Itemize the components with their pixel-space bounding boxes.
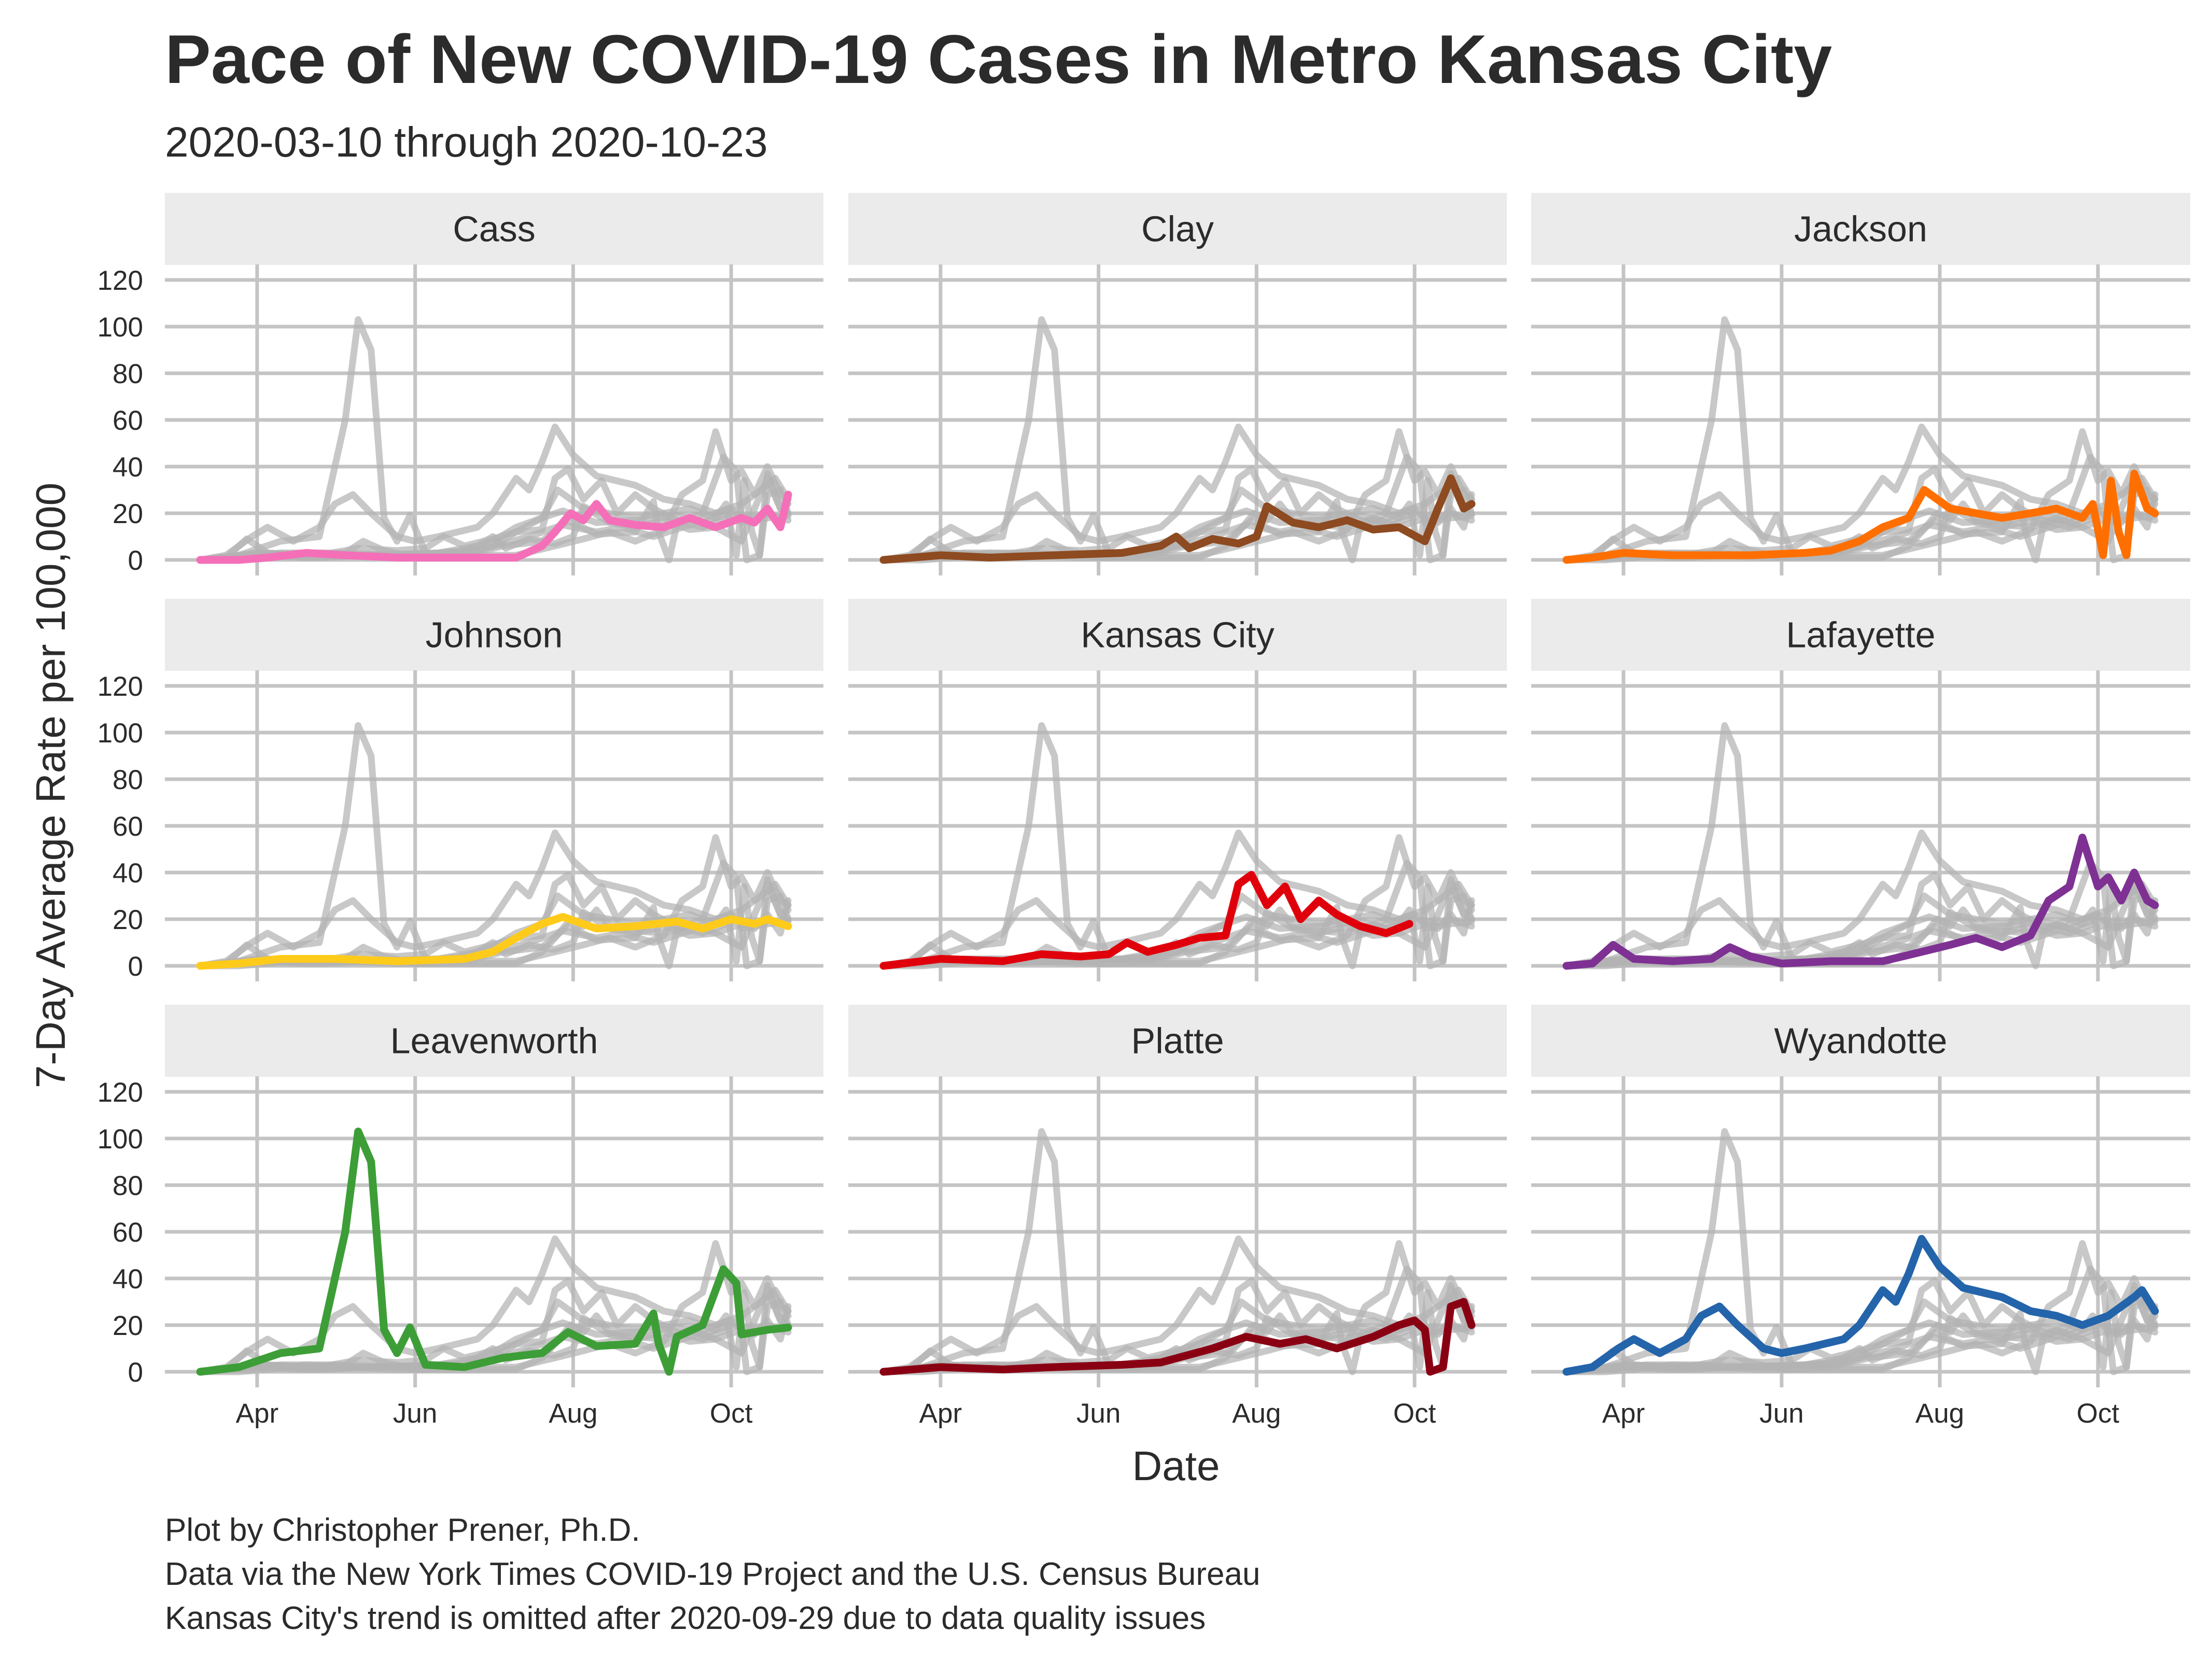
background-series-wyandotte: [880, 830, 1475, 969]
series-line-johnson: [196, 913, 792, 970]
x-tick-label: Oct: [2077, 1398, 2120, 1429]
series-line-kansas-city: [879, 871, 1413, 970]
x-tick-label: Jun: [1759, 1398, 1803, 1429]
x-tick-label: Oct: [1393, 1398, 1436, 1429]
facet-kansas-city: Kansas City: [848, 599, 1507, 981]
facet-label-leavenworth: Leavenworth: [390, 1021, 598, 1061]
caption-line-1: Plot by Christopher Prener, Ph.D.: [165, 1512, 640, 1548]
facet-platte: Platte Apr Jun Aug Oct: [848, 1005, 1507, 1429]
x-tick-label: Aug: [549, 1398, 597, 1429]
y-tick-label: 40: [113, 1264, 143, 1295]
series-line-leavenworth: [196, 1128, 792, 1376]
x-tick-label: Apr: [919, 1398, 962, 1429]
facet-panels: Cass 0 20 40 60 80 100 120 Clay Jackson Johnson 0 20…: [97, 193, 2190, 1429]
x-tick-label: Aug: [1232, 1398, 1281, 1429]
background-series-leavenworth: [880, 1128, 1475, 1375]
series-line-platte: [879, 1298, 1476, 1376]
chart-title: Pace of New COVID-19 Cases in Metro Kans…: [165, 21, 1832, 98]
background-series-leavenworth: [880, 722, 1475, 969]
facet-strip-johnson: [165, 599, 823, 671]
facet-label-platte: Platte: [1131, 1021, 1224, 1061]
x-tick-label: Aug: [1915, 1398, 1964, 1429]
y-tick-label: 0: [128, 951, 143, 982]
y-tick-label: 80: [113, 1171, 143, 1201]
series-line-clay: [879, 474, 1476, 564]
facet-strip-leavenworth: [165, 1005, 823, 1077]
y-tick-label: 60: [113, 811, 143, 842]
background-series-leavenworth: [197, 722, 792, 969]
y-tick-label: 100: [97, 1124, 143, 1155]
background-series-leavenworth: [1563, 722, 2159, 969]
y-tick-label: 120: [97, 671, 143, 702]
y-tick-label: 0: [128, 545, 143, 576]
background-series-wyandotte: [197, 424, 792, 564]
facet-label-clay: Clay: [1141, 209, 1214, 249]
y-tick-label: 0: [128, 1357, 143, 1388]
facet-clay: Clay: [848, 193, 1507, 575]
facet-label-jackson: Jackson: [1794, 209, 1927, 249]
y-tick-label: 120: [97, 265, 143, 296]
y-tick-label: 80: [113, 359, 143, 389]
chart-subtitle: 2020-03-10 through 2020-10-23: [165, 119, 768, 166]
background-series-wyandotte: [880, 424, 1475, 564]
x-tick-label: Oct: [710, 1398, 753, 1429]
background-series-leavenworth: [1563, 316, 2159, 564]
x-tick-label: Apr: [1602, 1398, 1645, 1429]
y-tick-label: 40: [113, 858, 143, 889]
background-series-platte: [880, 892, 1475, 969]
series-line-lafayette: [1562, 834, 2159, 970]
caption-line-3: Kansas City's trend is omitted after 202…: [165, 1600, 1206, 1636]
facet-leavenworth: Leavenworth 0 20 40 60 80 100 120 Apr Jun Aug Oct: [97, 1005, 823, 1429]
y-tick-label: 100: [97, 312, 143, 343]
x-tick-label: Jun: [393, 1398, 437, 1429]
facet-label-lafayette: Lafayette: [1786, 615, 1936, 655]
facet-cass: Cass 0 20 40 60 80 100 120: [97, 193, 823, 576]
background-series-wyandotte: [1563, 830, 2159, 969]
y-tick-label: 20: [113, 499, 143, 529]
facet-jackson: Jackson: [1531, 193, 2190, 575]
facet-strip-cass: [165, 193, 823, 265]
facet-strip-kansas-city: [848, 599, 1507, 671]
background-series-wyandotte: [1563, 424, 2159, 564]
y-tick-label: 100: [97, 718, 143, 749]
facet-strip-wyandotte: [1531, 1005, 2190, 1077]
facet-strip-clay: [848, 193, 1507, 265]
facet-wyandotte: Wyandotte Apr Jun Aug Oct: [1531, 1005, 2190, 1429]
facet-label-johnson: Johnson: [426, 615, 563, 655]
y-tick-label: 40: [113, 452, 143, 483]
facet-strip-lafayette: [1531, 599, 2190, 671]
series-line-wyandotte: [1562, 1235, 2159, 1376]
x-axis-title: Date: [1132, 1443, 1220, 1489]
x-tick-label: Jun: [1076, 1398, 1121, 1429]
facet-label-cass: Cass: [453, 209, 535, 249]
facet-label-kansas-city: Kansas City: [1081, 615, 1274, 655]
y-tick-label: 60: [113, 1217, 143, 1248]
background-series-leavenworth: [197, 316, 792, 564]
y-tick-label: 60: [113, 405, 143, 436]
series-line-cass: [196, 490, 792, 564]
caption-line-2: Data via the New York Times COVID-19 Pro…: [165, 1556, 1260, 1592]
facet-lafayette: Lafayette: [1531, 599, 2190, 981]
background-series-wyandotte: [197, 830, 792, 969]
y-tick-label: 20: [113, 905, 143, 935]
background-series-wyandotte: [880, 1235, 1475, 1375]
facet-label-wyandotte: Wyandotte: [1774, 1021, 1947, 1061]
background-series-platte: [197, 1298, 792, 1375]
background-series-leavenworth: [1563, 1128, 2159, 1375]
series-line-jackson: [1562, 470, 2159, 564]
facet-strip-platte: [848, 1005, 1507, 1077]
y-axis-title: 7-Day Average Rate per 100,000: [27, 483, 74, 1088]
x-tick-label: Apr: [236, 1398, 278, 1429]
facet-strip-jackson: [1531, 193, 2190, 265]
y-tick-label: 20: [113, 1311, 143, 1341]
facet-johnson: Johnson 0 20 40 60 80 100 120: [97, 599, 823, 982]
background-series-platte: [1563, 1298, 2159, 1375]
y-tick-label: 80: [113, 765, 143, 795]
y-tick-label: 120: [97, 1077, 143, 1108]
